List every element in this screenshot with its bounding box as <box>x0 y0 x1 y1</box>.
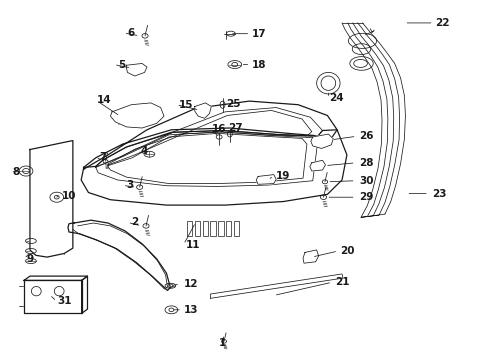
Polygon shape <box>24 276 87 280</box>
Text: 28: 28 <box>358 158 373 168</box>
Text: 6: 6 <box>127 28 135 38</box>
Polygon shape <box>303 250 318 263</box>
Bar <box>194 221 200 235</box>
Bar <box>202 221 207 235</box>
Polygon shape <box>194 103 211 118</box>
Text: 31: 31 <box>58 296 72 306</box>
Text: 9: 9 <box>26 254 34 264</box>
Text: 14: 14 <box>97 95 112 105</box>
Text: 13: 13 <box>183 305 198 315</box>
Text: 26: 26 <box>358 131 373 141</box>
Polygon shape <box>96 108 322 167</box>
Text: 1: 1 <box>219 338 226 348</box>
Text: 22: 22 <box>434 18 448 28</box>
Text: 18: 18 <box>251 59 266 69</box>
Text: 2: 2 <box>131 217 138 227</box>
Bar <box>233 221 239 235</box>
Text: 30: 30 <box>358 176 373 186</box>
Text: 16: 16 <box>211 124 226 134</box>
Bar <box>210 221 215 235</box>
Text: 10: 10 <box>61 191 76 201</box>
Bar <box>225 221 231 235</box>
Text: 5: 5 <box>118 59 125 69</box>
Polygon shape <box>256 175 276 184</box>
Polygon shape <box>24 280 81 314</box>
Text: 29: 29 <box>359 192 373 202</box>
Polygon shape <box>110 103 163 128</box>
Bar <box>186 221 192 235</box>
Text: 24: 24 <box>328 93 343 103</box>
Polygon shape <box>30 140 73 257</box>
Text: 7: 7 <box>99 152 106 162</box>
Text: 19: 19 <box>275 171 289 181</box>
Polygon shape <box>310 134 332 148</box>
Text: 11: 11 <box>185 239 200 249</box>
Polygon shape <box>81 276 87 314</box>
Polygon shape <box>83 101 336 169</box>
Text: 25: 25 <box>226 99 241 109</box>
Text: 20: 20 <box>339 246 353 256</box>
Text: 17: 17 <box>251 29 266 39</box>
Text: 15: 15 <box>179 100 193 110</box>
Text: 21: 21 <box>334 277 348 287</box>
Text: 3: 3 <box>126 180 133 190</box>
Text: 8: 8 <box>13 167 20 177</box>
Text: 23: 23 <box>431 189 446 199</box>
Text: 12: 12 <box>183 279 198 289</box>
Polygon shape <box>68 220 170 291</box>
Polygon shape <box>357 23 405 215</box>
Text: 4: 4 <box>141 146 148 156</box>
Polygon shape <box>126 63 147 76</box>
Polygon shape <box>309 160 325 171</box>
Bar <box>218 221 223 235</box>
Text: 27: 27 <box>228 123 243 133</box>
Polygon shape <box>81 130 346 205</box>
